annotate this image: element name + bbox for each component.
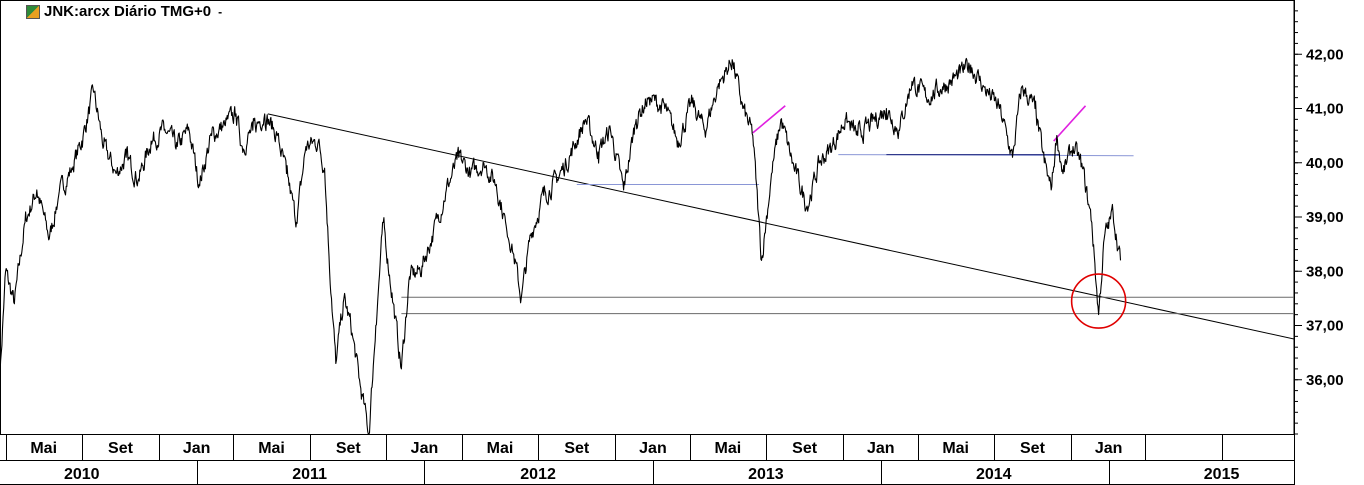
month-label: Jan: [867, 440, 895, 457]
month-label: Jan: [411, 440, 439, 457]
price-series-line: [1, 57, 1122, 434]
y-tick-label: 39,00: [1306, 209, 1344, 226]
year-label: 2014: [976, 466, 1012, 483]
month-label: Jan: [639, 440, 667, 457]
month-label: Set: [792, 440, 818, 457]
month-label: Jan: [183, 440, 211, 457]
month-label: Mai: [487, 440, 514, 457]
y-tick-label: 36,00: [1306, 372, 1344, 389]
month-label: Mai: [30, 440, 57, 457]
month-label: Mai: [715, 440, 742, 457]
app-logo-icon: [26, 4, 40, 19]
y-tick-label: 40,00: [1306, 155, 1344, 172]
y-tick-label: 42,00: [1306, 46, 1344, 63]
chart-title: JNK:arcx Diário TMG+0: [44, 3, 212, 20]
y-tick-label: 41,00: [1306, 101, 1344, 118]
month-label: Mai: [258, 440, 285, 457]
year-label: 2010: [64, 466, 100, 483]
trendline: [752, 105, 786, 134]
y-tick-label: 37,00: [1306, 318, 1344, 335]
trendline: [1053, 105, 1087, 142]
month-label: Set: [108, 440, 134, 457]
plot-layer: [1, 57, 1294, 434]
month-label: Set: [336, 440, 362, 457]
month-label: Jan: [1095, 440, 1123, 457]
highlight-circle: [1070, 273, 1127, 329]
month-label: Mai: [942, 440, 969, 457]
month-label: Set: [1020, 440, 1046, 457]
month-label: Set: [564, 440, 590, 457]
chevron-down-icon[interactable]: -: [218, 4, 223, 19]
plot-area: [0, 0, 1295, 435]
trendline: [267, 113, 1294, 340]
year-label: 2013: [748, 466, 784, 483]
year-label: 2011: [292, 466, 327, 483]
y-tick-label: 38,00: [1306, 263, 1344, 280]
chart-title-bar[interactable]: JNK:arcx Diário TMG+0 -: [26, 3, 222, 20]
year-label: 2012: [520, 466, 556, 483]
year-label: 2015: [1204, 466, 1240, 483]
